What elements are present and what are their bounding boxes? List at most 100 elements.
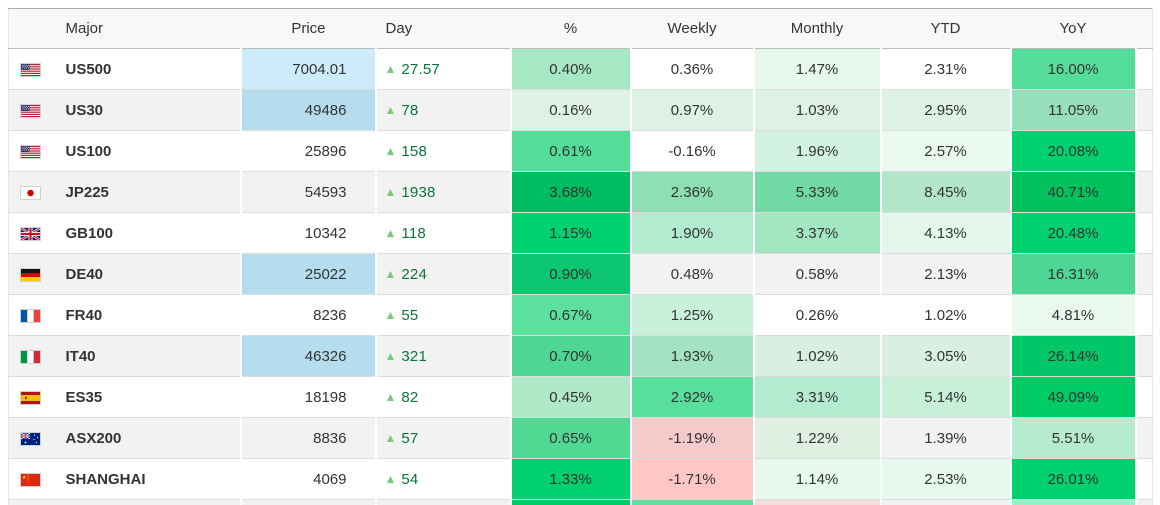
flag-cell — [9, 377, 57, 418]
day-percent-cell: 0.65% — [511, 418, 631, 459]
day-change-cell: ▲55 — [376, 295, 511, 336]
index-name[interactable]: FR40 — [57, 295, 241, 336]
up-triangle-icon: ▲ — [385, 431, 397, 445]
partial-monthly-cell — [754, 500, 881, 505]
monthly-cell: 1.22% — [754, 418, 881, 459]
weekly-cell: -0.16% — [631, 131, 754, 172]
index-name[interactable]: US30 — [57, 90, 241, 131]
flag-gb-icon — [21, 228, 40, 240]
ytd-cell: 2.13% — [881, 254, 1011, 295]
yoy-cell: 49.09% — [1011, 377, 1136, 418]
day-change-value: 82 — [401, 389, 418, 406]
header-yoy[interactable]: YoY — [1011, 9, 1136, 49]
ytd-cell: 3.05% — [881, 336, 1011, 377]
row-end-spacer — [1136, 90, 1153, 131]
partial-ytd-cell — [881, 500, 1011, 505]
day-change-cell: ▲ 82 — [376, 377, 511, 418]
day-change-cell: ▲78 — [376, 90, 511, 131]
up-triangle-icon: ▲ — [385, 390, 397, 404]
monthly-cell: 1.47% — [754, 49, 881, 90]
partial-day-cell — [376, 500, 511, 505]
day-change-value: 224 — [401, 266, 427, 283]
yoy-cell: 26.01% — [1011, 459, 1136, 500]
index-name[interactable]: SHANGHAI — [57, 459, 241, 500]
flag-au-icon — [21, 433, 40, 445]
ytd-cell: 4.13% — [881, 213, 1011, 254]
weekly-cell: 1.90% — [631, 213, 754, 254]
day-change-value: 118 — [401, 225, 426, 242]
index-name[interactable]: US500 — [57, 49, 241, 90]
price-cell: 4069 — [241, 459, 376, 500]
index-name[interactable]: DE40 — [57, 254, 241, 295]
partial-major-cell — [57, 500, 241, 505]
header-weekly[interactable]: Weekly — [631, 9, 754, 49]
day-change-cell: ▲158 — [376, 131, 511, 172]
header-ytd[interactable]: YTD — [881, 9, 1011, 49]
header-day[interactable]: Day — [376, 9, 511, 49]
ytd-cell: 2.57% — [881, 131, 1011, 172]
flag-cn-icon — [21, 474, 40, 486]
flag-cell — [9, 254, 57, 295]
weekly-cell: -1.19% — [631, 418, 754, 459]
day-change-cell: ▲321 — [376, 336, 511, 377]
flag-us-icon — [21, 105, 40, 117]
yoy-cell: 16.31% — [1011, 254, 1136, 295]
price-cell: 49486 — [241, 90, 376, 131]
day-percent-cell: 0.67% — [511, 295, 631, 336]
price-cell: 54593 — [241, 172, 376, 213]
yoy-cell: 20.48% — [1011, 213, 1136, 254]
day-change-value: 55 — [401, 307, 418, 324]
header-price[interactable]: Price — [241, 9, 376, 49]
header-day-percent[interactable]: % — [511, 9, 631, 49]
yoy-cell: 26.14% — [1011, 336, 1136, 377]
index-name[interactable]: ES35 — [57, 377, 241, 418]
yoy-cell: 16.00% — [1011, 49, 1136, 90]
flag-cell — [9, 295, 57, 336]
monthly-cell: 1.14% — [754, 459, 881, 500]
monthly-cell: 5.33% — [754, 172, 881, 213]
header-flag-spacer — [9, 9, 57, 49]
header-end-spacer — [1136, 9, 1153, 49]
day-change-cell: ▲118 — [376, 213, 511, 254]
index-name[interactable]: GB100 — [57, 213, 241, 254]
markets-table: Major Price Day % Weekly Monthly YTD YoY… — [8, 8, 1153, 505]
index-name[interactable]: JP225 — [57, 172, 241, 213]
ytd-cell: 2.31% — [881, 49, 1011, 90]
row-end-spacer — [1136, 131, 1153, 172]
day-percent-cell: 0.16% — [511, 90, 631, 131]
price-cell: 8236 — [241, 295, 376, 336]
up-triangle-icon: ▲ — [385, 472, 397, 486]
yoy-cell: 11.05% — [1011, 90, 1136, 131]
day-change-value: 1938 — [401, 184, 435, 201]
index-name[interactable]: IT40 — [57, 336, 241, 377]
price-cell: 7004.01 — [241, 49, 376, 90]
day-percent-cell: 1.15% — [511, 213, 631, 254]
markets-table-container: Major Price Day % Weekly Monthly YTD YoY… — [8, 8, 1153, 505]
flag-cell — [9, 131, 57, 172]
monthly-cell: 3.31% — [754, 377, 881, 418]
day-percent-cell: 0.45% — [511, 377, 631, 418]
price-cell: 25896 — [241, 131, 376, 172]
day-change-value: 57 — [401, 430, 418, 447]
day-change-cell: ▲ 224 — [376, 254, 511, 295]
flag-cell — [9, 213, 57, 254]
price-cell: 18198 — [241, 377, 376, 418]
flag-cell — [9, 336, 57, 377]
flag-us-icon — [21, 146, 40, 158]
monthly-cell: 1.96% — [754, 131, 881, 172]
header-major[interactable]: Major — [57, 9, 241, 49]
index-name[interactable]: ASX200 — [57, 418, 241, 459]
row-end-spacer — [1136, 295, 1153, 336]
day-change-value: 78 — [401, 102, 418, 119]
ytd-cell: 2.53% — [881, 459, 1011, 500]
header-monthly[interactable]: Monthly — [754, 9, 881, 49]
index-name[interactable]: US100 — [57, 131, 241, 172]
up-triangle-icon: ▲ — [385, 267, 397, 281]
ytd-cell: 5.14% — [881, 377, 1011, 418]
